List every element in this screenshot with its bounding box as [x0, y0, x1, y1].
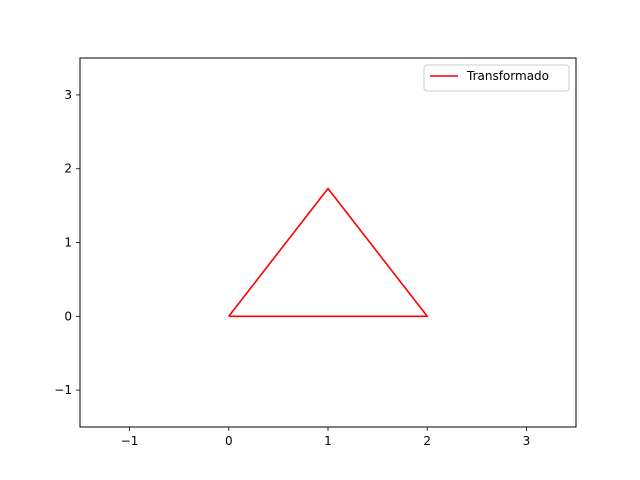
x-tick-label: 3: [523, 434, 531, 448]
y-tick-label: 0: [64, 309, 72, 323]
x-tick-label: 0: [225, 434, 233, 448]
y-axis: −1 0 1 2 3: [54, 88, 80, 397]
x-tick-label: 1: [324, 434, 332, 448]
legend-box: [423, 64, 570, 92]
series-layer: [228, 187, 429, 318]
legend-label-transformado: Transformado: [466, 69, 549, 83]
legend: Transformado: [423, 64, 570, 92]
series-line-0: [228, 187, 429, 318]
x-tick-label: 2: [423, 434, 431, 448]
plot-area: [80, 58, 576, 427]
y-tick-label: −1: [54, 383, 72, 397]
y-tick-label: 2: [64, 162, 72, 176]
y-tick-label: 3: [64, 88, 72, 102]
x-axis: −1 0 1 2 3: [121, 427, 530, 448]
y-tick-label: 1: [64, 236, 72, 250]
x-tick-label: −1: [121, 434, 139, 448]
